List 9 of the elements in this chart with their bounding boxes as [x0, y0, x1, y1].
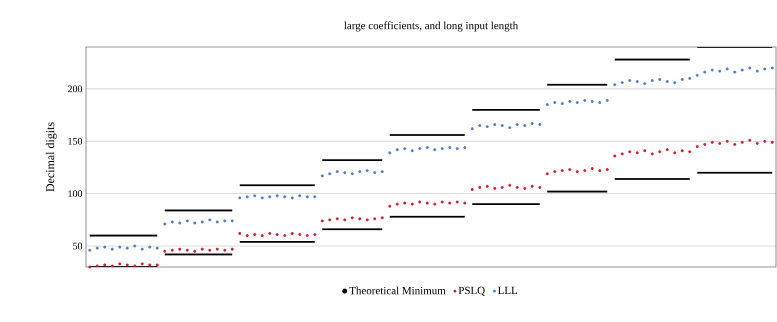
y-tick-label: 150: [68, 138, 82, 145]
y-tick-label: 50: [73, 242, 82, 250]
y-tick-label: 200: [68, 86, 82, 92]
legend-label: PSLQ: [458, 286, 485, 296]
y-axis-title: Decimal digits: [46, 122, 57, 192]
y-tick-label: 100: [68, 190, 82, 198]
chart-title: large coefficients, and long input length: [344, 21, 518, 32]
legend-label: LLL: [498, 286, 518, 294]
legend-label: Theoretical Minimum: [349, 286, 446, 294]
